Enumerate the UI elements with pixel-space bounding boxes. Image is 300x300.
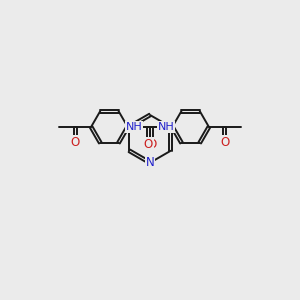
Text: O: O [220,136,230,149]
Text: O: O [70,136,80,149]
Text: NH: NH [158,122,174,132]
Text: O: O [144,138,153,151]
Text: O: O [147,138,156,151]
Text: N: N [146,156,154,169]
Text: NH: NH [126,122,142,132]
